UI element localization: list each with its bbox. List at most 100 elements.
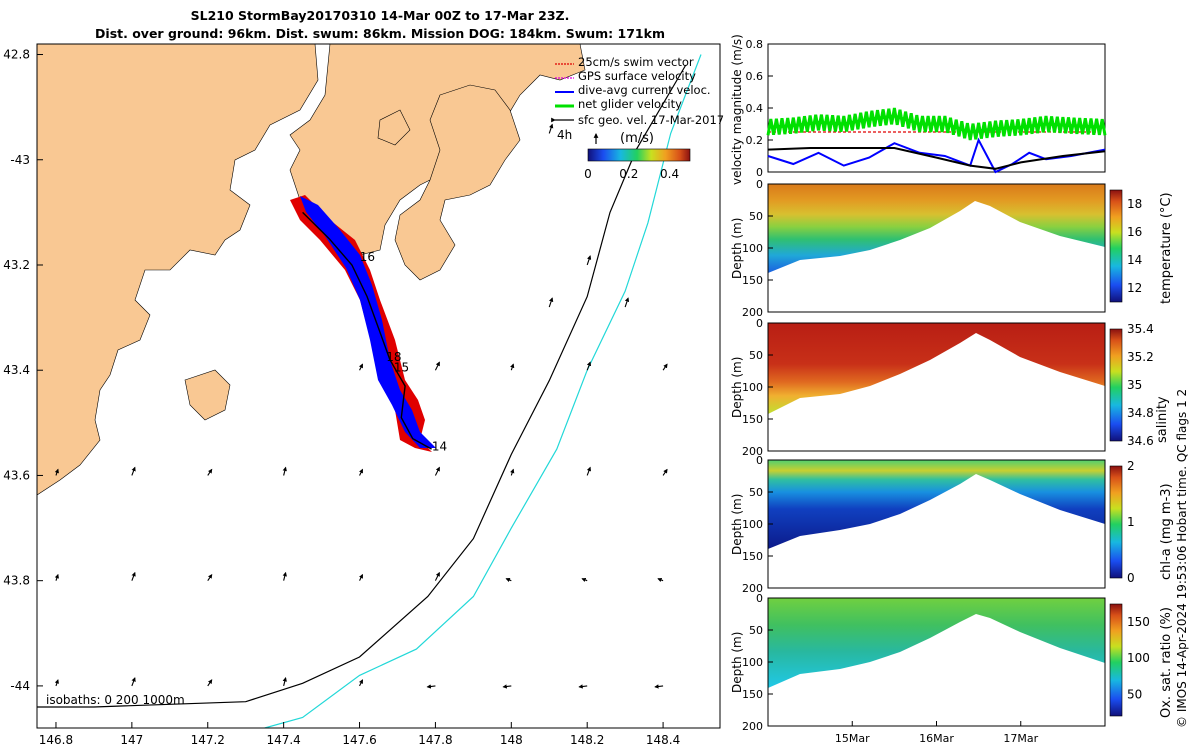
colorbar-tick-label: 1 [1127,515,1135,529]
temperature-panel [767,183,1123,313]
temperature-colorbar [1109,189,1123,303]
section-clabel: Ox. sat. ratio (%) [1159,607,1174,718]
day-marker-18: 18 [386,350,401,364]
map-ytick-label: 43.6 [3,468,30,482]
geostrophic-arrow [586,466,592,476]
isobath-note: isobaths: 0 200 1000m [46,693,185,707]
geostrophic-arrow [131,466,136,476]
velocity-ytick-label: 0.4 [746,102,764,115]
geostrophic-arrow [434,571,440,581]
day-markers: 14 15 16 18 [360,250,447,453]
colorbar-tick-label: 14 [1127,253,1142,267]
geostrophic-arrow [358,679,364,687]
section-ytick-label: 0 [756,317,763,330]
section-ytick-label: 50 [749,349,763,362]
map-ytick-label: 42.8 [3,48,30,62]
geostrophic-arrow [578,684,588,689]
velocity-series [766,107,1107,174]
colorbar-tick-label: 12 [1127,281,1142,295]
velocity-ytick-label: 0.2 [746,134,764,147]
section-ytick-label: 0 [756,592,763,605]
geostrophic-arrow [586,255,592,266]
colorbar-tick-label: 0 [584,167,592,181]
map-panel: 14 15 16 18 146.8 147 147.2 147.4 147.6 147.8 148… [3,43,724,747]
geostrophic-arrow [662,363,668,371]
map-ytick-label: -43 [10,153,30,167]
section-ylabel: Depth (m) [730,218,744,279]
colorbar-tick-label: 150 [1127,615,1150,629]
geostrophic-arrow [434,361,440,371]
section-clabel: chl-a (mg m-3) [1159,483,1174,580]
geostrophic-arrow [662,468,668,476]
salinity-field [768,323,1105,414]
map-frame [36,43,721,729]
map-xtick-label: 147 [120,733,143,747]
section-ytick-label: 0 [756,178,763,191]
section-ylabel: Depth (m) [730,632,744,693]
section-ytick-label: 200 [742,445,763,458]
map-legend: 25cm/s swim vector GPS surface velocity … [551,55,724,181]
legend-swim: 25cm/s swim vector [578,55,694,69]
section-clabel: temperature (°C) [1159,192,1174,304]
land-east [394,84,521,281]
oxygen-field [768,598,1105,688]
geostrophic-arrow [426,684,436,689]
colorbar-ticks: 0 0.2 0.4 [584,167,679,181]
land-layer [37,44,586,496]
map-xtick-label: 146.8 [39,733,73,747]
velocity-line-2 [767,137,1106,174]
legend-scale-label: 4h [557,128,572,142]
oxygen-panel [767,597,1123,727]
geostrophic-arrow [282,571,287,581]
legend-gps: GPS surface velocity [578,69,696,83]
geostrophic-arrow [586,361,592,371]
map-xtick-label: 147.4 [266,733,300,747]
map-xtick-label: 147.2 [191,733,225,747]
velocity-ytick-label: 0.8 [746,38,764,51]
section-ytick-label: 200 [742,306,763,319]
geostrophic-arrow [54,573,59,581]
geostrophic-arrow [207,573,213,581]
chla-panel [767,459,1123,589]
colorbar-tick-label: 35.2 [1127,350,1154,364]
section-ytick-label: 150 [742,413,763,426]
land-north [289,44,586,256]
velocity-axes: 0 0.2 0.4 0.6 0.8 [746,38,773,179]
map-xtick-label: 148 [500,733,523,747]
geostrophic-arrow [54,468,59,476]
chart-subtitle: Dist. over ground: 96km. Dist. swum: 86k… [95,26,665,41]
day-marker-15: 15 [394,361,409,375]
salinity-panel [767,322,1123,452]
geostrophic-arrow [358,573,364,581]
geostrophic-arrow [282,466,287,476]
geostrophic-arrow [207,468,213,476]
section-ytick-label: 100 [742,381,763,394]
section-ytick-label: 50 [749,624,763,637]
geostrophic-arrow [502,684,512,689]
salinity-colorbar [1109,328,1123,442]
velocity-ytick-label: 0 [756,166,763,179]
temperature-field [768,184,1105,273]
section-ylabel: Depth (m) [730,494,744,555]
colorbar-tick-label: 2 [1127,459,1135,473]
section-xtick-label: 16Mar [919,732,954,745]
footer-credit: © IMOS 14-Apr-2024 19:53:06 Hobart time.… [1175,388,1189,728]
section-ytick-label: 50 [749,486,763,499]
map-axes: 146.8 147 147.2 147.4 147.6 147.8 148 148.2 148.… [3,48,680,747]
geostrophic-arrow [358,363,364,371]
velocity-panel: 0 0.2 0.4 0.6 0.8 velocity magnitude (m/s) [730,34,1107,185]
velocity-net-oscillation [766,107,1107,141]
section-ytick-label: 150 [742,688,763,701]
section-ytick-label: 200 [742,582,763,595]
dive-current-swath [300,196,436,448]
day-marker-16: 16 [360,250,375,264]
geostrophic-arrow [434,466,440,476]
colorbar-tick-label: 16 [1127,225,1142,239]
map-xtick-label: 147.8 [418,733,452,747]
section-ytick-label: 100 [742,242,763,255]
colorbar-tick-label: 100 [1127,651,1150,665]
map-xtick-label: 148.2 [570,733,604,747]
section-ytick-label: 150 [742,550,763,563]
colorbar-tick-label: 0 [1127,571,1135,585]
